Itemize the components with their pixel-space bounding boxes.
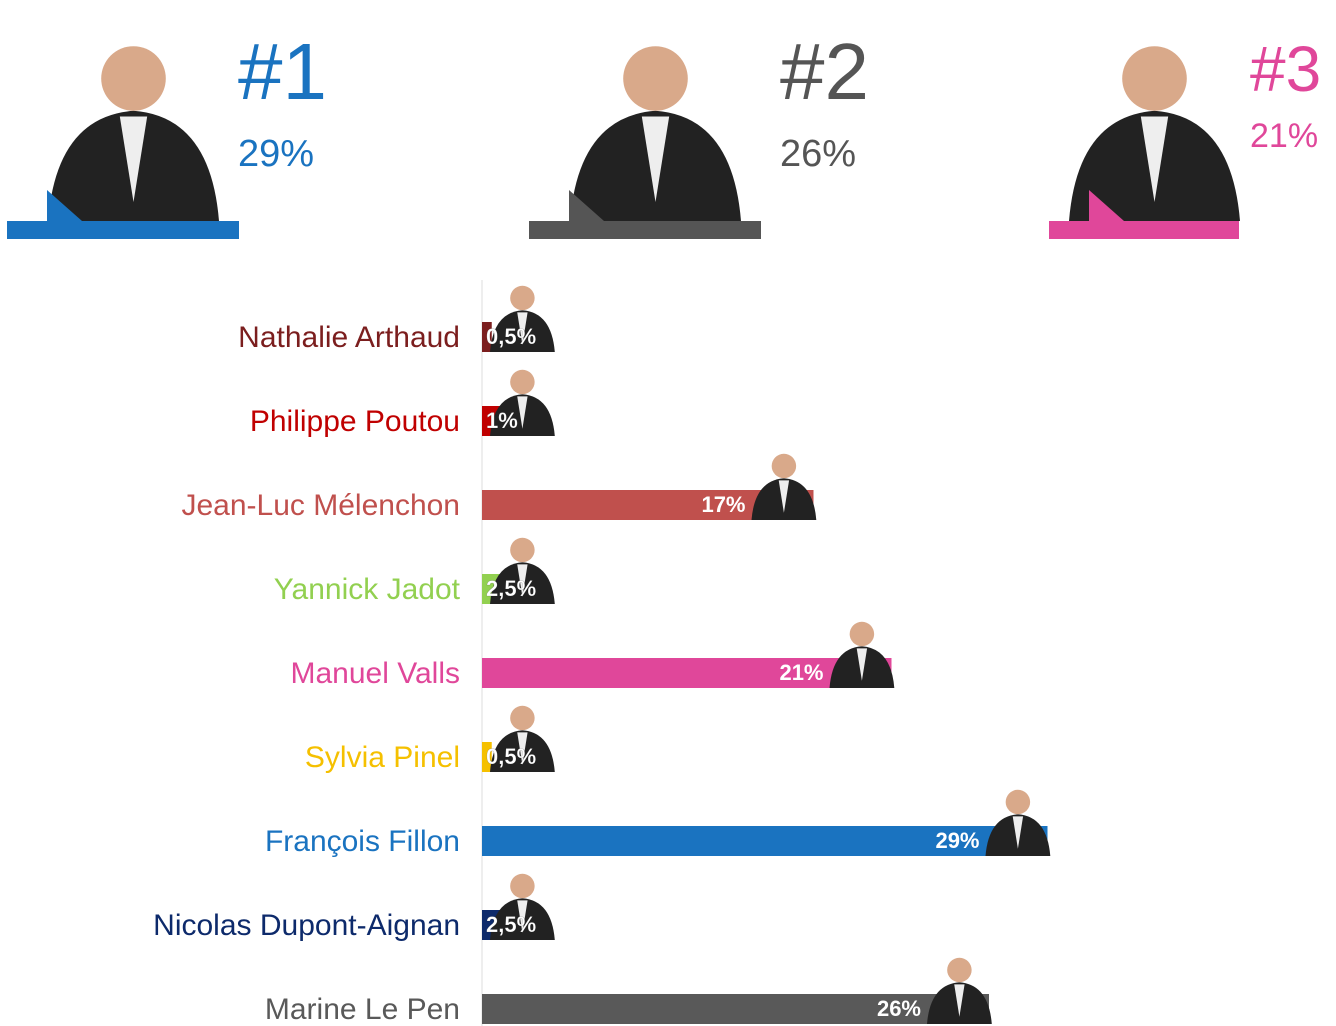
category-label: Nathalie Arthaud [238, 321, 460, 354]
podium-share: 29% [238, 133, 314, 175]
candidate-photo [623, 46, 688, 111]
chart: #1 29% #2 26% #3 21% Nathalie Arthaud 0,5% Phili… [0, 0, 1336, 1026]
podium-bar [1049, 221, 1239, 239]
podium-rank: #2 [780, 27, 869, 116]
category-label: Philippe Poutou [250, 405, 460, 438]
category-label: Manuel Valls [290, 657, 460, 690]
category-label: Nicolas Dupont-Aignan [153, 909, 460, 942]
podium-share: 26% [780, 133, 856, 175]
value-label: 26% [877, 996, 921, 1021]
candidate-photo [510, 706, 534, 730]
candidate-photo [772, 454, 796, 478]
value-label: 1% [486, 408, 518, 433]
candidate-photo [850, 622, 874, 646]
value-label: 2,5% [486, 576, 536, 601]
podium-rank: #1 [238, 27, 327, 116]
category-label: Marine Le Pen [265, 993, 460, 1026]
value-label: 2,5% [486, 912, 536, 937]
candidate-photo [510, 538, 534, 562]
category-label: Jean-Luc Mélenchon [181, 489, 460, 522]
category-label: François Fillon [265, 825, 460, 858]
candidate-photo [510, 874, 534, 898]
podium-share: 21% [1250, 117, 1318, 155]
podium-bar [7, 221, 239, 239]
value-label: 0,5% [486, 744, 536, 769]
candidate-photo [947, 958, 971, 982]
category-label: Yannick Jadot [274, 573, 461, 606]
podium-rank: #3 [1250, 33, 1321, 105]
value-label: 29% [935, 828, 979, 853]
candidate-photo [510, 286, 534, 310]
value-label: 21% [779, 660, 823, 685]
candidate-photo [1006, 790, 1030, 814]
value-label: 0,5% [486, 324, 536, 349]
candidate-photo [1122, 46, 1187, 111]
value-label: 17% [701, 492, 745, 517]
podium-bar [529, 221, 761, 239]
category-label: Sylvia Pinel [305, 741, 460, 774]
candidate-photo [510, 370, 534, 394]
candidate-photo [101, 46, 166, 111]
